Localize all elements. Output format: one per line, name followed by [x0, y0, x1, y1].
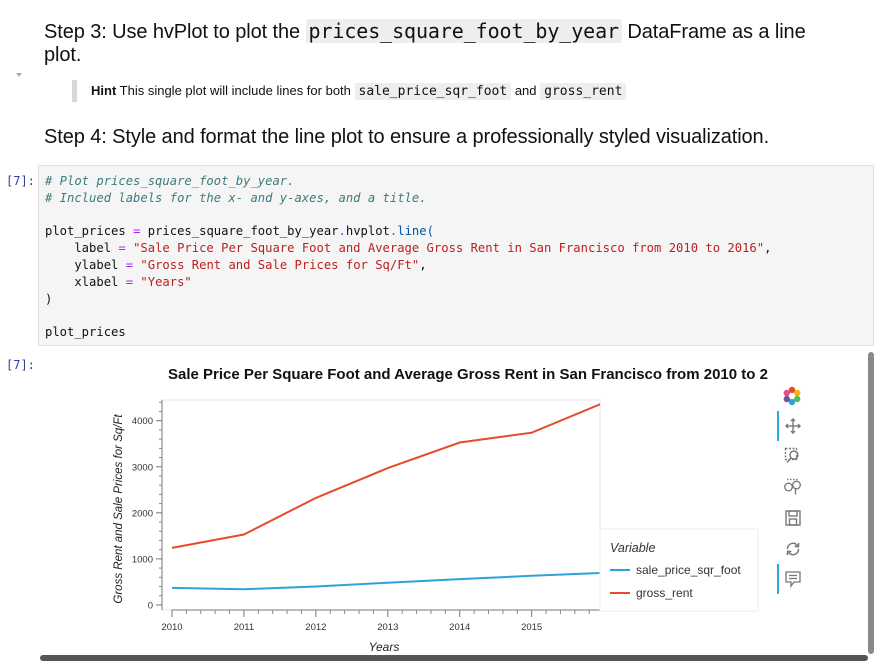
y-axis: 0 1000 2000 3000 4000 — [132, 400, 163, 611]
code-line: plot_prices — [45, 324, 771, 341]
line-chart[interactable]: Sale Price Per Square Foot and Average G… — [38, 352, 874, 666]
toolbar-active-marker-hover — [777, 564, 779, 594]
code-token: = — [125, 257, 134, 272]
code-token: = — [118, 241, 126, 256]
code-token: "Sale Price Per Square Foot and Average … — [133, 241, 765, 256]
x-tick-label: 2012 — [305, 622, 326, 633]
code-token: plot_prices — [45, 224, 134, 239]
y-tick-label: 1000 — [132, 554, 153, 565]
code-token: prices_square_foot_by_year — [140, 224, 339, 239]
x-tick-label: 2010 — [161, 622, 182, 633]
code-token: "Years" — [140, 274, 192, 289]
code-token: = — [133, 224, 141, 239]
x-tick-label: 2015 — [521, 622, 542, 633]
code-token: line( — [397, 224, 434, 239]
code-token: "Gross Rent and Sale Prices for Sq/Ft" — [140, 257, 420, 272]
output-vertical-scrollbar[interactable] — [868, 352, 874, 654]
code-token: , — [764, 241, 772, 256]
code-token: xlabel — [45, 274, 126, 289]
y-tick-label: 2000 — [132, 508, 153, 519]
dataframe-name-code: prices_square_foot_by_year — [305, 19, 622, 43]
code-line — [45, 307, 771, 324]
legend: Variable sale_price_sqr_foot gross_rent — [599, 528, 759, 612]
series-line-sale-price-sqr-foot[interactable] — [171, 571, 604, 591]
toolbar-active-marker — [777, 411, 779, 441]
x-axis-label: Years — [369, 640, 400, 654]
code-lines[interactable]: # Plot prices_square_foot_by_year. # Incl… — [45, 173, 771, 341]
code-token — [126, 241, 133, 255]
code-token: # Plot prices_square_foot_by_year. — [45, 174, 295, 188]
legend-item-label[interactable]: gross_rent — [636, 586, 693, 600]
plot-output: Sale Price Per Square Foot and Average G… — [38, 352, 874, 666]
output-prompt: [7]: — [6, 358, 35, 372]
code-token: # Inclued labels for the x- and y-axes, … — [45, 190, 427, 205]
legend-items: sale_price_sqr_foot gross_rent — [610, 563, 741, 600]
code-line: # Inclued labels for the x- and y-axes, … — [45, 190, 771, 207]
y-tick-label: 3000 — [132, 462, 153, 473]
code-token: = — [125, 274, 134, 289]
hint-code-sale-price: sale_price_sqr_foot — [354, 83, 512, 100]
x-tick-label: 2013 — [377, 622, 398, 633]
y-tick-label: 0 — [148, 600, 153, 611]
code-token: ylabel — [45, 257, 126, 272]
x-tick-label: 2014 — [449, 622, 470, 633]
code-token: label — [45, 241, 119, 256]
code-line: ylabel = "Gross Rent and Sale Prices for… — [45, 257, 771, 274]
code-line — [45, 207, 771, 224]
wheel-zoom-icon[interactable] — [782, 476, 804, 498]
box-zoom-icon[interactable] — [782, 445, 804, 467]
legend-item-label[interactable]: sale_price_sqr_foot — [636, 563, 741, 577]
pan-icon[interactable] — [782, 415, 804, 437]
reset-icon[interactable] — [782, 538, 804, 560]
code-line: xlabel = "Years" — [45, 274, 771, 291]
code-line: label = "Sale Price Per Square Foot and … — [45, 240, 771, 257]
code-token: . — [338, 224, 346, 239]
code-token: . — [389, 224, 398, 239]
hint-blockquote: Hint This single plot will include lines… — [72, 80, 627, 102]
save-icon[interactable] — [782, 507, 804, 529]
input-prompt: [7]: — [6, 174, 35, 188]
collapse-caret-icon[interactable] — [16, 73, 22, 77]
code-line: # Plot prices_square_foot_by_year. — [45, 173, 771, 190]
hint-label: Hint — [91, 83, 117, 98]
chart-title: Sale Price Per Square Foot and Average G… — [168, 366, 768, 383]
step3-heading: Step 3: Use hvPlot to plot the prices_sq… — [44, 19, 806, 66]
code-token: , — [419, 257, 427, 272]
x-axis: 2010 2011 2012 2013 2014 2015 — [161, 609, 600, 633]
code-line: plot_prices = prices_square_foot_by_year… — [45, 223, 771, 240]
series-lines — [171, 403, 604, 591]
code-token: plot_prices — [45, 325, 126, 340]
hint-code-gross-rent: gross_rent — [540, 83, 627, 100]
y-tick-label: 4000 — [132, 416, 153, 427]
code-token: hvplot — [345, 224, 390, 239]
code-token: ) — [45, 291, 53, 306]
output-horizontal-scrollbar[interactable] — [40, 655, 868, 661]
bokeh-logo-icon[interactable] — [781, 385, 803, 407]
legend-title: Variable — [610, 541, 655, 555]
code-cell-editor[interactable]: # Plot prices_square_foot_by_year. # Incl… — [38, 165, 874, 346]
code-line: ) — [45, 291, 771, 308]
series-line-gross-rent[interactable] — [171, 403, 604, 549]
x-tick-label: 2011 — [234, 622, 254, 633]
y-axis-label: Gross Rent and Sale Prices for Sq/Ft — [113, 414, 125, 604]
hover-icon[interactable] — [782, 568, 804, 590]
step4-heading: Step 4: Style and format the line plot t… — [44, 126, 770, 148]
